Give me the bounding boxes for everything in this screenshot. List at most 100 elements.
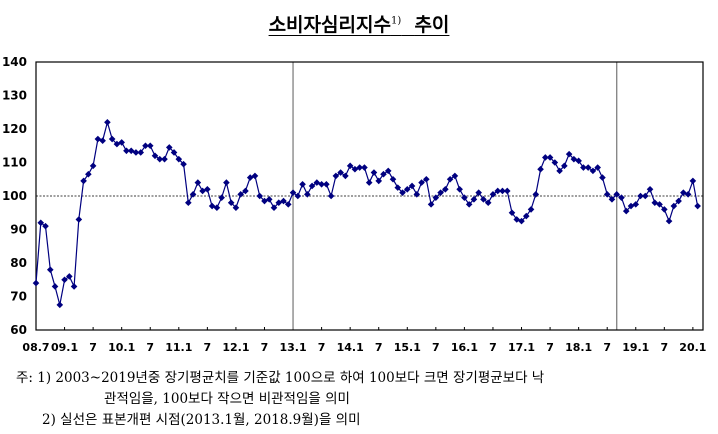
data-point-marker — [632, 201, 640, 208]
x-tick-label: 18.1 — [565, 341, 592, 354]
x-tick-label: 17.1 — [508, 341, 535, 354]
x-tick-label: 12.1 — [222, 341, 249, 354]
data-point-marker — [137, 149, 145, 156]
x-tick-label: 7 — [603, 341, 611, 354]
data-point-marker — [113, 140, 121, 148]
data-point-marker — [432, 194, 440, 201]
data-point-marker — [284, 201, 292, 208]
data-point-marker — [480, 196, 487, 203]
note-1-line-1: 1) 2003~2019년중 장기평균치를 기준값 100으로 하여 100보다… — [37, 370, 545, 386]
data-point-marker — [108, 135, 116, 143]
data-point-marker — [218, 194, 225, 201]
note-1: 주: 1) 2003~2019년중 장기평균치를 기준값 100으로 하여 10… — [16, 368, 544, 389]
data-point-marker — [365, 179, 373, 186]
data-point-marker — [237, 191, 244, 198]
footnotes: 주: 1) 2003~2019년중 장기평균치를 기준값 100으로 하여 10… — [16, 368, 544, 431]
x-tick-label: 7 — [261, 341, 269, 354]
series-line — [35, 120, 699, 306]
y-tick-label: 70 — [10, 290, 27, 304]
data-point-marker — [104, 119, 111, 126]
data-point-marker — [456, 186, 463, 193]
data-point-marker — [665, 217, 673, 225]
x-tick-label: 7 — [318, 341, 326, 354]
data-point-marker — [51, 283, 59, 290]
data-point-marker — [32, 279, 40, 287]
data-point-marker — [465, 201, 473, 208]
data-point-marker — [194, 179, 202, 186]
data-point-marker — [475, 189, 482, 196]
data-point-marker — [118, 139, 125, 146]
data-point-marker — [589, 167, 597, 175]
data-point-marker — [684, 191, 692, 198]
data-point-marker — [513, 216, 521, 223]
data-point-marker — [370, 169, 378, 176]
data-point-marker — [503, 187, 511, 195]
data-point-marker — [694, 202, 701, 210]
data-point-marker — [199, 187, 206, 195]
data-point-marker — [461, 194, 468, 201]
plot-area-border — [35, 61, 704, 331]
note-prefix: 주: — [16, 370, 38, 386]
data-point-marker — [451, 172, 459, 180]
data-point-marker — [146, 142, 154, 150]
note-2: 2) 실선은 표본개편 시점(2013.1월, 2018.9월)을 의미 — [16, 410, 544, 431]
y-tick-label: 80 — [10, 256, 27, 270]
x-tick-label: 7 — [489, 341, 497, 354]
data-point-marker — [246, 174, 254, 181]
data-point-marker — [375, 177, 383, 185]
data-point-marker — [670, 202, 678, 210]
x-tick-label: 14.1 — [337, 341, 364, 354]
x-tick-label: 19.1 — [622, 341, 649, 354]
data-point-marker — [304, 191, 311, 198]
y-axis: 60 70 80 90 100 110 120 130 140 — [2, 55, 27, 337]
data-point-marker — [394, 184, 402, 191]
data-point-marker — [89, 162, 97, 170]
data-point-marker — [151, 152, 159, 160]
data-point-marker — [308, 182, 316, 190]
data-point-marker — [542, 154, 549, 161]
data-point-marker — [603, 191, 611, 198]
y-tick-label: 100 — [2, 189, 27, 203]
x-tick-label: 7 — [546, 341, 554, 354]
y-tick-label: 140 — [2, 55, 27, 69]
data-point-marker — [618, 194, 625, 201]
data-point-marker — [361, 164, 368, 171]
data-point-marker — [66, 273, 73, 280]
data-point-marker — [689, 177, 697, 185]
data-point-marker — [99, 137, 106, 145]
y-tick-label: 110 — [2, 156, 27, 170]
y-tick-label: 120 — [2, 122, 27, 136]
data-point-marker — [570, 155, 578, 163]
data-point-marker — [470, 196, 478, 203]
data-point-marker — [561, 162, 568, 170]
y-tick-label: 60 — [10, 323, 27, 337]
data-point-marker — [227, 199, 235, 206]
data-point-marker — [85, 170, 92, 178]
x-tick-label: 08.7 — [22, 341, 49, 354]
data-point-marker — [656, 201, 663, 208]
data-point-marker — [208, 202, 216, 210]
data-point-marker — [446, 175, 454, 183]
x-tick-label: 13.1 — [279, 341, 306, 354]
chart-title: 소비자심리지수1) 추이 — [0, 10, 718, 37]
title-footnote-mark: 1) — [390, 15, 402, 27]
data-point-marker — [270, 204, 278, 212]
x-tick-label: 7 — [204, 341, 212, 354]
x-tick-label: 09.1 — [51, 341, 78, 354]
data-point-marker — [384, 167, 392, 175]
data-point-marker — [442, 186, 449, 193]
data-point-marker — [546, 154, 554, 161]
data-point-marker — [61, 276, 68, 284]
data-point-marker — [165, 144, 173, 151]
data-point-marker — [532, 191, 540, 198]
data-point-marker — [242, 187, 249, 195]
data-point-marker — [627, 202, 635, 210]
data-point-marker — [318, 180, 325, 188]
data-point-marker — [508, 209, 516, 217]
x-tick-label: 7 — [89, 341, 97, 354]
x-tick-label: 7 — [146, 341, 154, 354]
data-point-marker — [142, 142, 149, 150]
data-point-marker — [156, 155, 164, 163]
data-point-marker — [637, 192, 644, 200]
data-point-marker — [351, 165, 359, 173]
